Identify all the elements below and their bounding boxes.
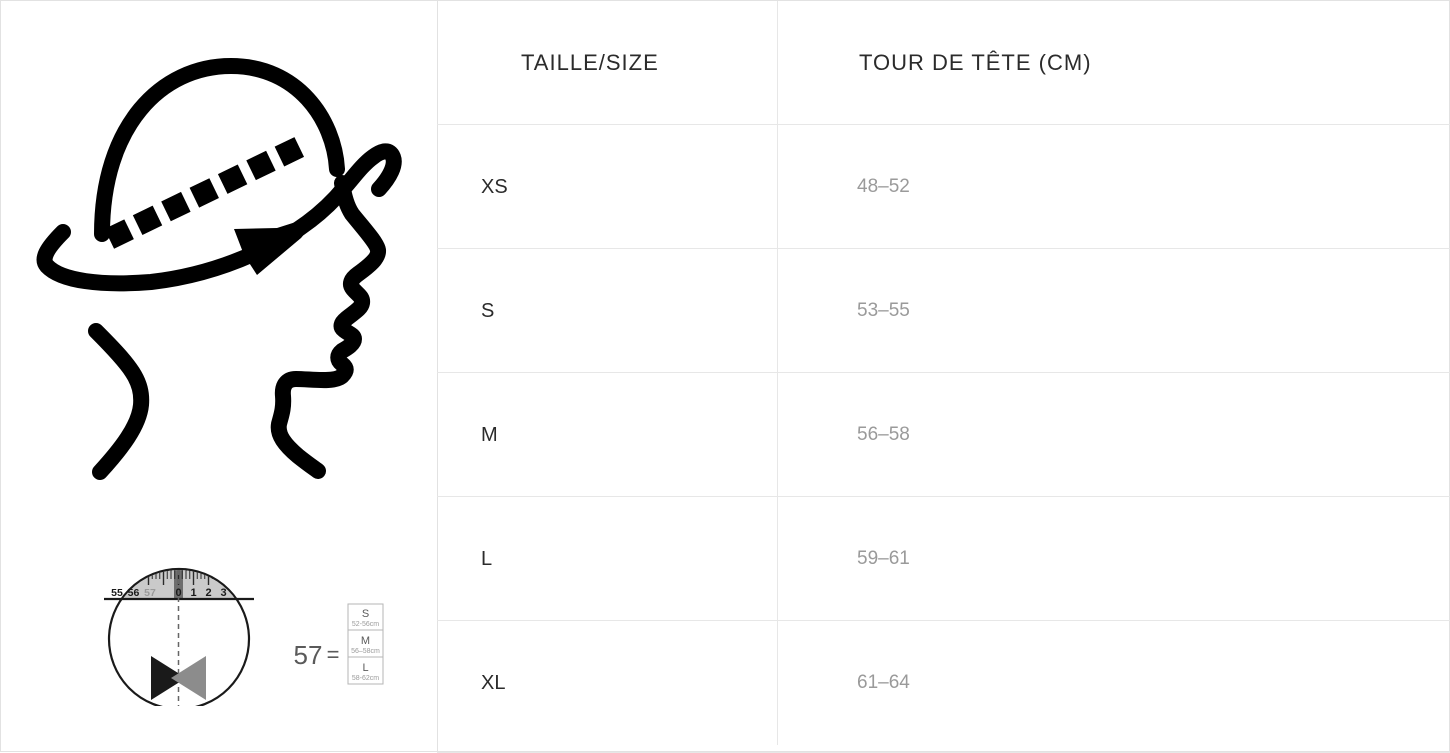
svg-text:58-62cm: 58-62cm [352,675,379,682]
svg-text:52-56cm: 52-56cm [352,621,379,628]
svg-text:56: 56 [128,587,140,599]
svg-text:3: 3 [220,587,226,599]
svg-text:=: = [327,642,340,667]
svg-text:L: L [362,662,368,674]
svg-text:57: 57 [144,587,156,599]
svg-text:S: S [362,608,369,620]
svg-text:0: 0 [175,587,181,599]
svg-text:55: 55 [111,587,123,599]
svg-text:56–58cm: 56–58cm [351,648,380,655]
svg-text:57: 57 [294,640,323,670]
svg-text:2: 2 [205,587,211,599]
svg-text:M: M [361,635,370,647]
svg-text:1: 1 [190,587,196,599]
